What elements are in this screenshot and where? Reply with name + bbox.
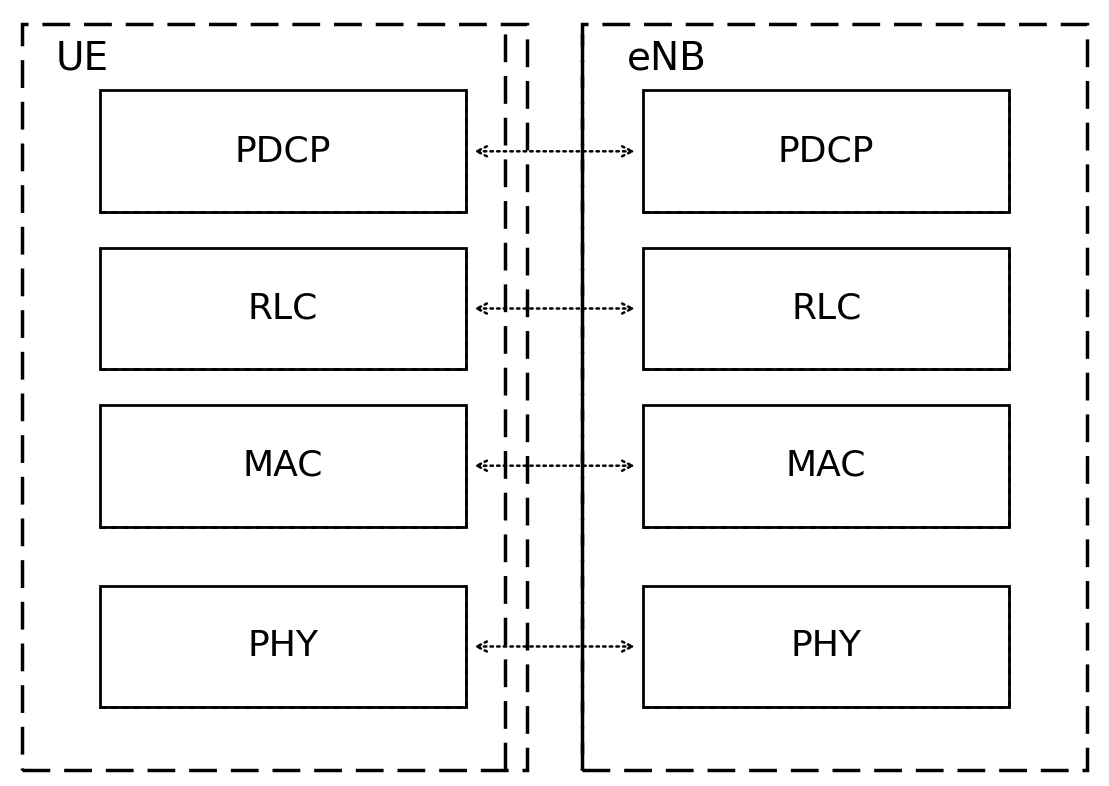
Text: PDCP: PDCP [234,134,332,168]
Text: PDCP: PDCP [777,134,875,168]
Bar [582,24,1087,770]
Text: MAC: MAC [243,449,323,483]
Bar [643,248,1009,369]
Bar [100,405,466,527]
Text: MAC: MAC [786,449,866,483]
Bar [100,586,466,707]
Text: PHY: PHY [791,630,862,663]
Text: RLC: RLC [791,292,862,325]
Bar [643,405,1009,527]
Text: UE: UE [55,40,109,78]
Text: RLC: RLC [247,292,318,325]
Bar [643,90,1009,212]
Bar [100,90,466,212]
Text: eNB: eNB [627,40,706,78]
Bar [22,24,527,770]
Bar [643,586,1009,707]
Text: PHY: PHY [247,630,318,663]
Bar [100,248,466,369]
